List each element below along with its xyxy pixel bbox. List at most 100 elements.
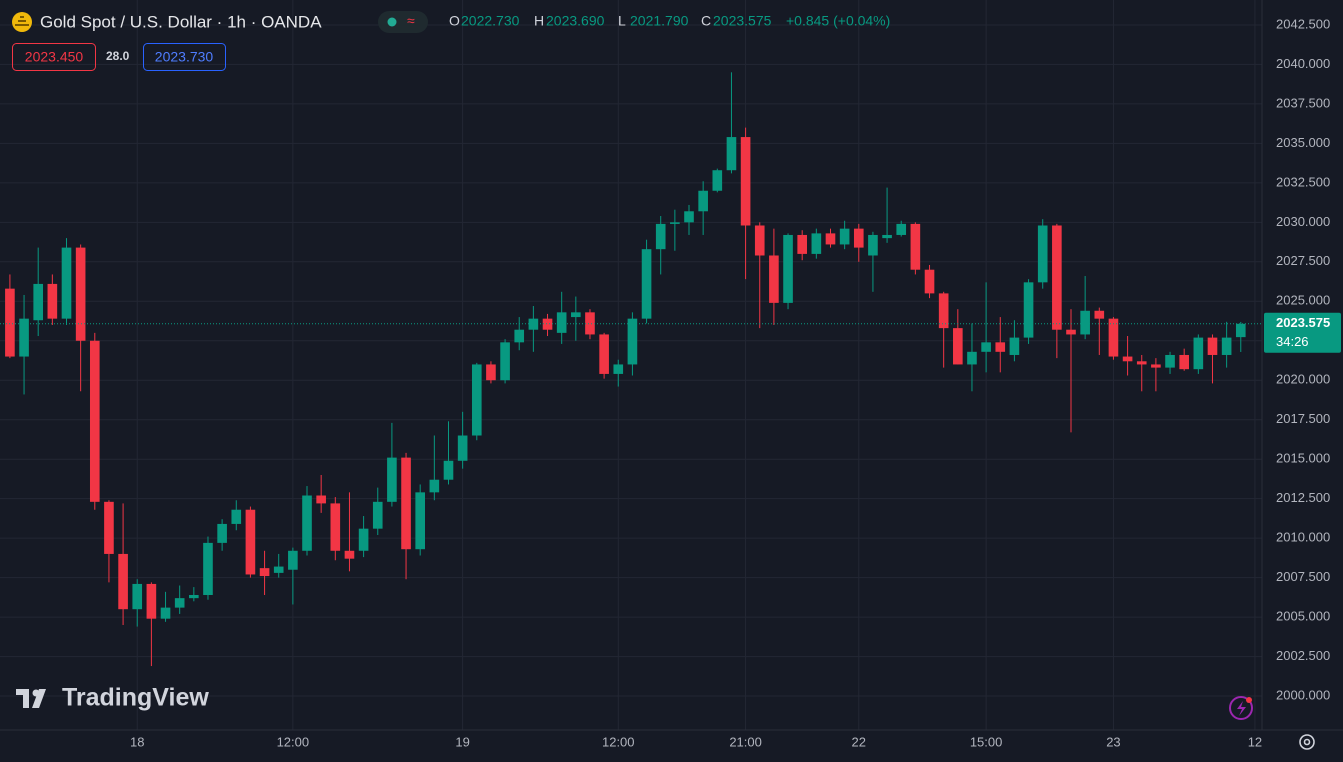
change: +0.845 (+0.04%) [786,13,890,29]
candle-body [288,550,298,570]
candle-body [1023,282,1034,338]
candle-body [1122,356,1133,362]
candles [0,72,1262,667]
candle-body [981,342,991,352]
candle-body [75,247,86,341]
alerts-badge [1246,697,1252,703]
candle-body [1066,329,1076,335]
candle-body [1221,337,1232,355]
ohlc-key: L [618,13,626,29]
ask-price: 2023.730 [155,49,214,65]
y-tick-label: 2007.500 [1276,569,1330,584]
candle-body [627,318,638,365]
y-tick-label: 2005.000 [1276,609,1330,624]
y-tick-label: 2017.500 [1276,411,1330,426]
candle-body [967,351,977,365]
status-pill[interactable] [378,11,428,33]
alerts-icon[interactable] [1229,696,1253,720]
candle-body [585,312,595,335]
candle-body [1136,361,1147,365]
ohlc-key: H [534,13,544,29]
candle-body [655,223,666,250]
candle-body [1235,323,1246,338]
candle-body [953,328,963,365]
candle-body [104,501,114,554]
candle-body [1094,310,1105,319]
x-tick-label: 12 [1248,734,1262,749]
candle-body [528,318,539,330]
last-price-label: 2023.575 [1276,315,1330,330]
candle-body [1179,354,1189,370]
watermark-text: TradingView [62,684,209,712]
y-tick-label: 2027.500 [1276,253,1330,268]
candle-body [712,170,723,191]
candle-body [641,249,652,319]
candle-body [203,542,213,595]
candle-body [146,583,157,619]
candle-body [514,329,525,343]
countdown: 34:26 [1276,334,1309,349]
candle-body [571,312,581,318]
candle-body [1165,354,1175,368]
candle-body [1207,337,1218,355]
y-tick-label: 2020.000 [1276,372,1330,387]
candle-body [61,247,72,319]
y-tick-label: 2012.500 [1276,490,1330,505]
candle-body [698,190,708,212]
candle-body [769,255,779,303]
alerts-bolt [1237,701,1246,716]
candle-body [910,223,921,270]
y-tick-label: 2032.500 [1276,174,1330,189]
candle-body [542,318,553,330]
candle-body [387,457,397,502]
candle-body [811,233,822,254]
candle-body [372,501,383,529]
candle-body [358,528,369,551]
candle-body [217,523,227,543]
y-tick-label: 2000.000 [1276,687,1330,702]
candle-body [245,509,256,575]
candle-body [344,550,355,559]
candle-body [443,460,454,480]
delay-icon: ≈ [407,13,415,29]
candle-body [896,223,907,235]
settings-icon[interactable] [1299,734,1315,750]
y-tick-label: 2030.000 [1276,214,1330,229]
sell-button[interactable] [12,43,96,71]
candle-body [726,137,737,171]
candle-body [1009,337,1020,355]
candle-body [1037,225,1048,283]
candle-body [302,495,312,551]
candle-body [556,312,567,333]
candle-body [853,228,864,248]
bid-price: 2023.450 [25,49,84,65]
candle-body [189,594,199,599]
x-tick-label: 22 [852,734,866,749]
candle-body [174,598,185,608]
candle-body [415,492,426,550]
candle-body [740,137,751,226]
settings-icon-center [1303,738,1311,746]
chart-title[interactable]: Gold Spot / U.S. Dollar · 1h · OANDA [40,12,322,31]
candle-body [797,234,808,254]
candle-body [457,435,468,461]
candle-body [330,503,341,551]
candle-body [132,583,143,610]
x-tick-label: 12:00 [277,734,310,749]
candle-body [1108,318,1119,357]
symbol-icon-mark [15,16,29,26]
candle-body [599,334,609,374]
candle-body [5,288,15,357]
candle-body [471,364,482,436]
candle-body [19,318,29,357]
buy-button[interactable] [143,43,226,71]
ohlc-legend: O 2022.730 H 2023.690 L 2021.790 C 2023.575 +0.8… [449,13,890,29]
x-tick-label: 12:00 [602,734,635,749]
y-tick-label: 2010.000 [1276,530,1330,545]
candle-body [670,222,680,224]
y-tick-label: 2025.000 [1276,293,1330,308]
candle-body [118,553,128,610]
x-tick-label: 23 [1106,734,1120,749]
candle-body [89,340,100,502]
